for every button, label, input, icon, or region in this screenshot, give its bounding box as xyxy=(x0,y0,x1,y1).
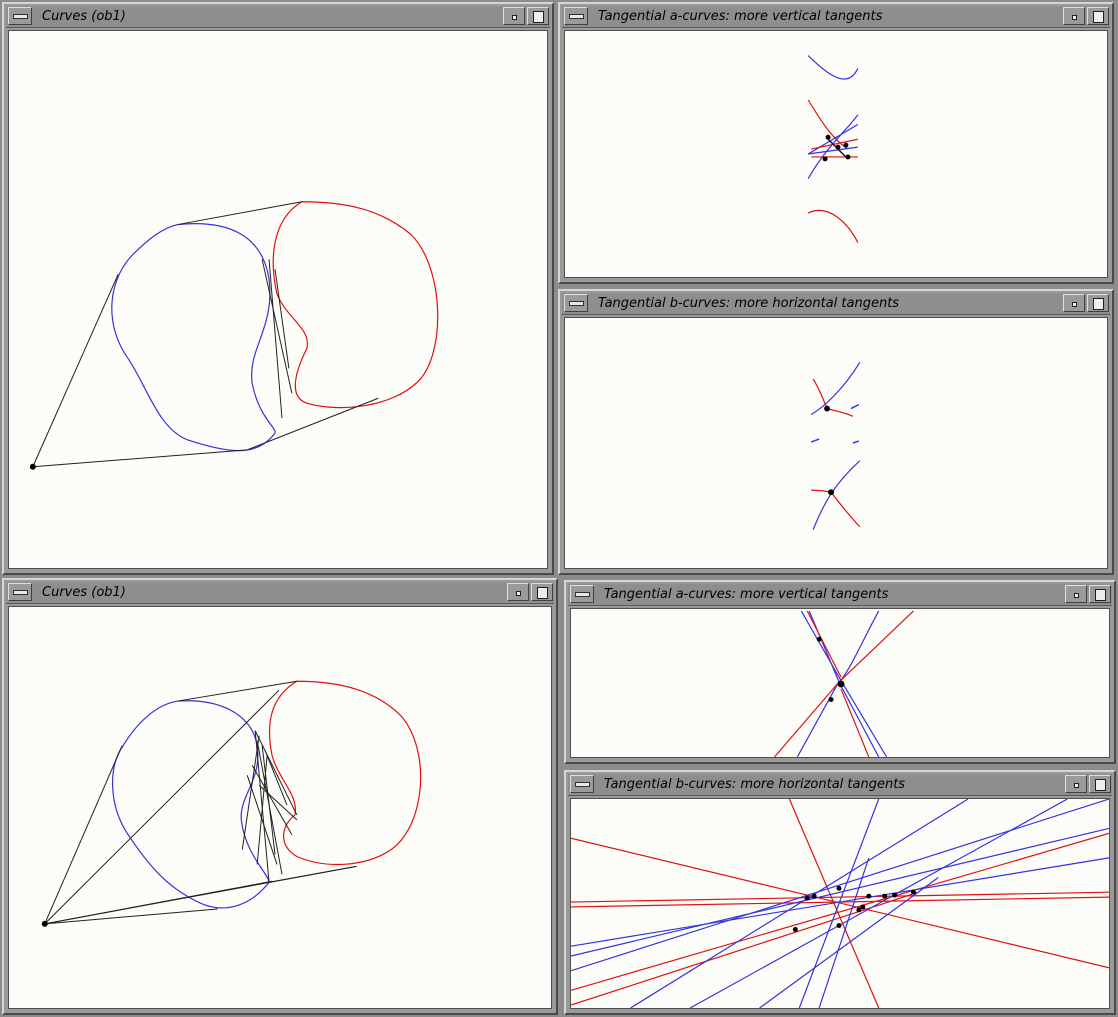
b-curves-window-top[interactable]: Tangential b-curves: more horizontal tan… xyxy=(558,289,1114,575)
a-curves-window-bottom[interactable]: Tangential a-curves: more vertical tange… xyxy=(564,580,1116,764)
tangent-lines xyxy=(32,201,379,468)
minimize-icon[interactable] xyxy=(1063,294,1085,312)
curves-window-bottom[interactable]: Curves (ob1) xyxy=(2,578,558,1015)
red-curve xyxy=(272,201,439,409)
minimize-icon[interactable] xyxy=(1065,775,1087,793)
window-title: Tangential b-curves: more horizontal tan… xyxy=(604,777,906,792)
intersection-points xyxy=(822,134,851,162)
maximize-icon[interactable] xyxy=(1087,294,1109,312)
window-menu-icon[interactable] xyxy=(570,585,594,603)
intersection-points xyxy=(816,636,845,702)
b-curves-canvas[interactable] xyxy=(564,317,1108,569)
window-title: Curves (ob1) xyxy=(42,585,126,600)
titlebar[interactable]: Tangential b-curves: more horizontal tan… xyxy=(568,774,1112,796)
a-curves-window-top[interactable]: Tangential a-curves: more vertical tange… xyxy=(558,2,1114,284)
window-menu-icon[interactable] xyxy=(564,294,588,312)
maximize-icon[interactable] xyxy=(1089,585,1111,603)
minimize-icon[interactable] xyxy=(503,7,525,25)
minimize-icon[interactable] xyxy=(1063,7,1085,25)
b-curves-canvas[interactable] xyxy=(570,798,1110,1009)
viewpoint xyxy=(41,920,48,927)
window-menu-icon[interactable] xyxy=(8,583,32,601)
maximize-icon[interactable] xyxy=(1087,7,1109,25)
titlebar[interactable]: Curves (ob1) xyxy=(6,6,550,28)
curves-plot xyxy=(29,201,439,470)
titlebar[interactable]: Tangential b-curves: more horizontal tan… xyxy=(562,293,1110,315)
a-curves-canvas[interactable] xyxy=(570,608,1110,758)
b-curves-plot xyxy=(571,799,1109,1008)
a-curves-canvas[interactable] xyxy=(564,30,1108,278)
b-curves-window-bottom[interactable]: Tangential b-curves: more horizontal tan… xyxy=(564,770,1116,1015)
tangent-lines xyxy=(44,680,357,925)
curves-canvas[interactable] xyxy=(8,30,548,569)
intersection-points xyxy=(792,885,916,932)
a-curves-plot xyxy=(774,610,914,757)
a-curves-plot xyxy=(807,55,859,243)
window-title: Tangential a-curves: more vertical tange… xyxy=(604,587,889,602)
window-menu-icon[interactable] xyxy=(564,7,588,25)
window-menu-icon[interactable] xyxy=(570,775,594,793)
maximize-icon[interactable] xyxy=(531,583,553,601)
viewpoint xyxy=(29,463,36,470)
window-title: Tangential b-curves: more horizontal tan… xyxy=(598,296,900,311)
b-curves-plot xyxy=(810,361,861,530)
window-title: Curves (ob1) xyxy=(42,9,126,24)
intersection-points xyxy=(824,405,835,496)
titlebar[interactable]: Curves (ob1) xyxy=(6,582,554,604)
curves-plot xyxy=(41,680,422,927)
maximize-icon[interactable] xyxy=(527,7,549,25)
minimize-icon[interactable] xyxy=(507,583,529,601)
curves-window-top[interactable]: Curves (ob1) xyxy=(2,2,554,575)
titlebar[interactable]: Tangential a-curves: more vertical tange… xyxy=(562,6,1110,28)
curves-canvas[interactable] xyxy=(8,606,552,1009)
red-lines xyxy=(571,799,1109,1008)
maximize-icon[interactable] xyxy=(1089,775,1111,793)
blue-lines xyxy=(571,799,1109,1008)
window-menu-icon[interactable] xyxy=(8,7,32,25)
minimize-icon[interactable] xyxy=(1065,585,1087,603)
blue-curve xyxy=(111,223,276,452)
window-title: Tangential a-curves: more vertical tange… xyxy=(598,9,883,24)
titlebar[interactable]: Tangential a-curves: more vertical tange… xyxy=(568,584,1112,606)
